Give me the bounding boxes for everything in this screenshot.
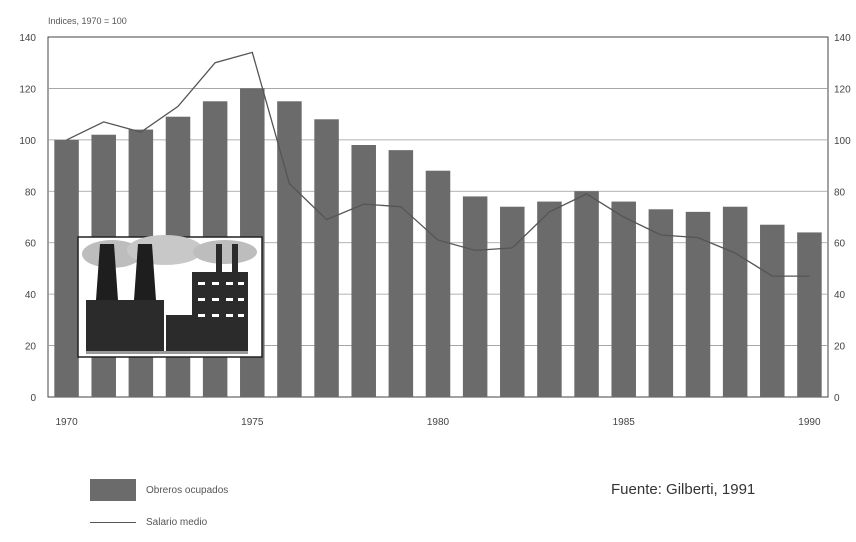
y-tick-left: 80 <box>25 187 37 198</box>
bar-1989 <box>760 225 785 397</box>
legend-item-bars: Obreros ocupados <box>90 478 228 502</box>
source-note: Fuente: Gilberti, 1991 <box>611 481 755 498</box>
bar-1990 <box>797 232 822 397</box>
legend-label-line: Salario medio <box>146 517 207 528</box>
unit-label: Indices, 1970 = 100 <box>48 16 127 26</box>
bar-1979 <box>389 150 414 397</box>
y-tick-left: 40 <box>25 290 37 301</box>
y-tick-left: 0 <box>30 393 36 404</box>
x-tick-1970: 1970 <box>55 417 78 428</box>
y-tick-left: 100 <box>19 136 36 147</box>
factory-illustration <box>78 235 262 357</box>
bar-1977 <box>314 119 339 397</box>
y-tick-right: 0 <box>834 393 840 404</box>
bar-1970 <box>54 140 79 397</box>
bar-1983 <box>537 202 562 397</box>
bar-1982 <box>500 207 525 397</box>
y-tick-right: 40 <box>834 290 846 301</box>
chart: 0 20 40 60 80 100 120 140 0 20 40 60 80 100 120 140 19… <box>0 0 856 470</box>
y-axis-left: 0 20 40 60 80 100 120 140 <box>19 33 36 404</box>
x-axis: 1970 1975 1980 1985 1990 <box>55 417 821 428</box>
bar-1987 <box>686 212 711 397</box>
x-tick-1990: 1990 <box>798 417 821 428</box>
legend-swatch-bar <box>90 479 136 501</box>
legend-swatch-line <box>90 522 136 523</box>
legend-label-bars: Obreros ocupados <box>146 485 228 496</box>
y-tick-right: 120 <box>834 84 851 95</box>
bar-1980 <box>426 171 451 397</box>
y-tick-right: 60 <box>834 239 846 250</box>
y-tick-left: 140 <box>19 33 36 44</box>
y-tick-left: 20 <box>25 342 37 353</box>
bar-1985 <box>611 202 636 397</box>
y-axis-right: 0 20 40 60 80 100 120 140 <box>834 33 851 404</box>
legend: Obreros ocupados Salario medio <box>90 478 228 542</box>
bar-1988 <box>723 207 748 397</box>
y-tick-left: 120 <box>19 84 36 95</box>
y-tick-right: 80 <box>834 187 846 198</box>
y-tick-right: 20 <box>834 342 846 353</box>
y-tick-left: 60 <box>25 239 37 250</box>
y-tick-right: 100 <box>834 136 851 147</box>
bar-1986 <box>649 209 674 397</box>
x-tick-1985: 1985 <box>613 417 636 428</box>
legend-item-line: Salario medio <box>90 510 228 534</box>
x-tick-1975: 1975 <box>241 417 264 428</box>
bar-1981 <box>463 196 488 397</box>
y-tick-right: 140 <box>834 33 851 44</box>
bar-1978 <box>351 145 376 397</box>
bar-1984 <box>574 191 599 397</box>
bar-1976 <box>277 101 302 397</box>
x-tick-1980: 1980 <box>427 417 450 428</box>
